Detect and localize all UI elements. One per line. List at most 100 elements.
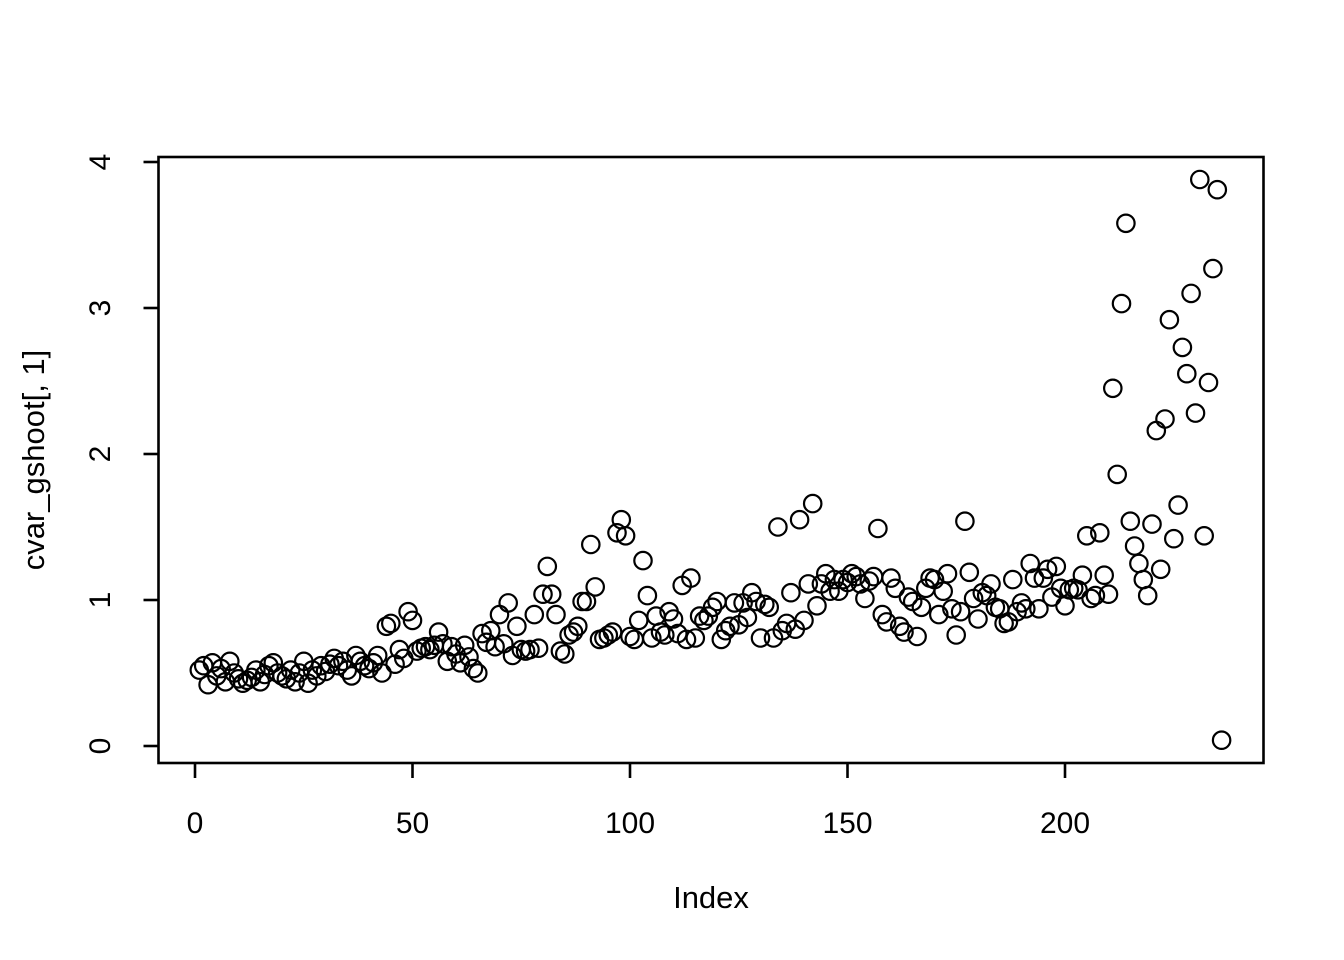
data-point [1142, 514, 1162, 534]
data-point [1020, 553, 1040, 574]
data-point [1033, 568, 1054, 588]
data-point [754, 594, 775, 615]
data-point [702, 597, 723, 618]
data-point [1072, 565, 1093, 585]
data-point [1203, 258, 1223, 279]
data-point [950, 601, 971, 622]
data-point [654, 625, 675, 645]
data-point [576, 591, 597, 612]
data-point [433, 633, 453, 654]
x-axis-ticks [193, 763, 1067, 778]
data-point [263, 652, 284, 673]
data-point [628, 610, 649, 631]
data-point [1037, 559, 1058, 580]
data-point [567, 616, 588, 637]
data-point [280, 660, 301, 680]
data-point [376, 616, 397, 637]
data-point [1120, 511, 1141, 531]
data-point [868, 518, 888, 539]
plot-area-border [157, 155, 1265, 765]
data-point [759, 597, 779, 618]
data-point [520, 639, 540, 660]
data-point [981, 574, 1001, 594]
data-point [1146, 420, 1167, 441]
data-point [585, 577, 605, 597]
data-point [1211, 730, 1232, 750]
data-point [1077, 525, 1097, 546]
data-point [1085, 585, 1106, 606]
data-point [715, 620, 736, 641]
data-point [942, 598, 962, 619]
data-point [1164, 528, 1184, 549]
data-point [928, 604, 949, 625]
data-point [1094, 565, 1114, 585]
data-point [741, 582, 762, 603]
data-point [1124, 536, 1145, 556]
x-axis-label: Index [673, 880, 749, 915]
data-point [1185, 403, 1206, 423]
y-tick-label: 0 [84, 738, 117, 755]
data-point [546, 604, 566, 625]
data-point [855, 588, 875, 609]
data-point [1129, 553, 1149, 574]
data-point [354, 655, 375, 676]
data-point [789, 509, 810, 530]
data-point [598, 625, 619, 645]
data-point [698, 606, 719, 626]
data-point [976, 585, 997, 606]
y-axis-label: cvar_gshoot[, 1] [16, 350, 51, 571]
data-point [781, 582, 801, 603]
data-point [524, 604, 545, 625]
data-point [881, 568, 901, 588]
data-point [372, 663, 392, 683]
data-point [563, 622, 584, 642]
data-point [968, 609, 988, 629]
data-point [420, 639, 440, 660]
data-point [955, 511, 975, 531]
data-point [724, 593, 745, 613]
x-tick-label: 50 [396, 807, 429, 840]
y-tick-label: 4 [84, 154, 117, 171]
data-point [1181, 283, 1201, 304]
data-point [889, 616, 910, 637]
data-point [959, 562, 980, 583]
data-point [1150, 559, 1171, 580]
data-point [341, 666, 362, 686]
data-point [911, 597, 932, 618]
data-point [1016, 598, 1036, 619]
data-point [1159, 309, 1180, 330]
data-point [1011, 593, 1032, 613]
data-point [1002, 569, 1023, 590]
data-point [467, 663, 488, 683]
data-point [428, 622, 449, 642]
data-point [454, 635, 475, 656]
data-point [1098, 584, 1119, 604]
x-tick-label: 150 [822, 807, 872, 840]
data-point [485, 636, 505, 657]
y-tick-label: 3 [84, 300, 117, 317]
y-axis-ticks [143, 160, 159, 748]
data-point [1168, 495, 1188, 515]
x-tick-label: 100 [605, 807, 655, 840]
data-point [1029, 598, 1049, 619]
data-point [798, 574, 819, 594]
data-point [528, 638, 549, 658]
x-tick-label: 200 [1040, 807, 1090, 840]
data-point [607, 522, 627, 543]
data-point [663, 609, 684, 629]
data-point [572, 591, 592, 612]
data-point [380, 613, 401, 634]
data-point [859, 571, 880, 591]
data-point [1111, 293, 1132, 314]
data-points [189, 169, 1232, 750]
data-point [746, 591, 766, 612]
data-point [541, 584, 562, 604]
data-point [402, 610, 423, 631]
data-point [1207, 179, 1228, 200]
data-point [907, 626, 927, 647]
data-point [676, 629, 697, 650]
data-point [681, 568, 701, 588]
data-point [885, 578, 906, 599]
data-point [624, 629, 645, 650]
